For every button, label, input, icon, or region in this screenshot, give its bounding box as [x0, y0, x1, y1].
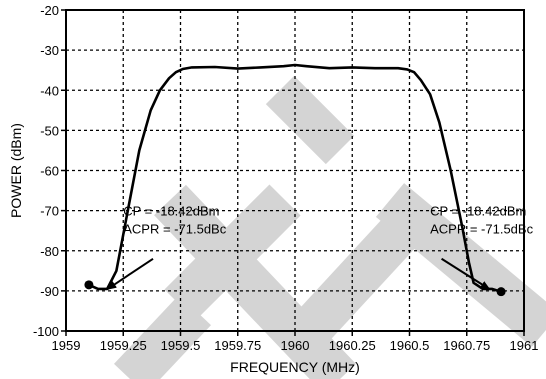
y-tick-label: -70 [40, 204, 59, 219]
endpoint-marker [496, 287, 506, 297]
watermark-stroke [265, 75, 355, 165]
watermark-stroke [375, 183, 546, 347]
x-tick-label: 1960.25 [329, 338, 376, 353]
y-tick-label: -90 [40, 284, 59, 299]
series-line [87, 63, 503, 294]
y-tick-label: -80 [40, 244, 59, 259]
y-tick-label: -30 [40, 43, 59, 58]
x-tick-label: 1960.5 [390, 338, 430, 353]
x-tick-label: 1960 [281, 338, 310, 353]
y-tick-label: -50 [40, 123, 59, 138]
endpoint-marker [84, 280, 94, 290]
x-axis-title: FREQUENCY (MHz) [230, 359, 360, 375]
x-tick-label: 1960.75 [443, 338, 490, 353]
annotation-text: ACPR = -71.5dBc [430, 221, 533, 236]
tick-labels: 1959 1959.25 1959.5 1959.75 1960 1960.25 1960.… [33, 3, 538, 353]
x-tick-label: 1959.75 [214, 338, 261, 353]
annotation-layer: CP = -18.42dBm ACPR = -71.5dBc CP = -18.42… [106, 203, 534, 291]
x-tick-label: 1959.25 [100, 338, 147, 353]
annotation-text: CP = -18.42dBm [123, 203, 219, 218]
y-tick-label: -60 [40, 164, 59, 179]
y-tick-label: -20 [40, 3, 59, 18]
x-tick-label: 1959 [52, 338, 81, 353]
watermark-stroke [164, 184, 301, 321]
watermark-stroke [113, 294, 212, 379]
watermark-shape [113, 75, 546, 379]
x-tick-label: 1961 [510, 338, 539, 353]
annotation-arrow [441, 257, 491, 291]
annotation-text: ACPR = -71.5dBc [123, 221, 226, 236]
annotation-text: CP = -18.42dBm [430, 203, 526, 218]
annotation-arrow [106, 257, 154, 291]
y-tick-label: -100 [33, 324, 59, 339]
y-tick-label: -40 [40, 83, 59, 98]
y-axis-title: POWER (dBm) [8, 123, 24, 218]
watermark-stroke [154, 184, 356, 379]
series-layer [84, 63, 506, 297]
x-tick-label: 1959.5 [161, 338, 201, 353]
grid-lines [66, 10, 524, 331]
